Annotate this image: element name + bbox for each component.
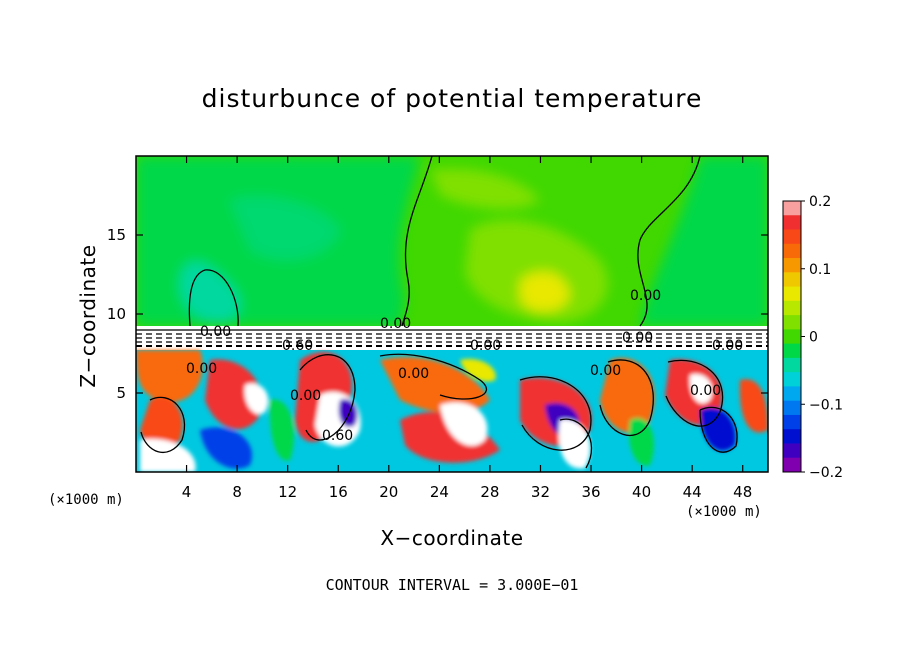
warm-eddy-8	[739, 379, 768, 433]
colorbar-swatch-7	[783, 300, 801, 316]
white-core-4	[558, 419, 591, 469]
x-tick-label-11: 48	[733, 483, 752, 501]
x-tick-label-5: 24	[430, 483, 449, 501]
warm-eddy-2	[140, 397, 183, 451]
contour-label-11: 0.00	[622, 330, 653, 346]
contour-lines	[136, 156, 768, 469]
cold-eddy-1	[700, 407, 736, 451]
colorbar-tick-label-3: −0.1	[809, 397, 843, 413]
x-unit-label-right: (×1000 m)	[686, 504, 762, 520]
contour-line-1	[401, 156, 433, 327]
contour-label-8: 0.00	[630, 288, 661, 304]
colorbar-tick-label-0: 0.2	[809, 194, 831, 210]
upper-warm-blob-2	[430, 168, 540, 210]
contour-label-12: 0.00	[200, 324, 231, 340]
contour-label-5: 0.60	[322, 428, 353, 444]
colorbar-swatch-4	[783, 258, 801, 273]
white-core-1	[244, 383, 269, 415]
warm-eddy-6	[600, 358, 655, 433]
colorbar-swatch-3	[783, 243, 801, 259]
upper-layer-blobs	[136, 156, 768, 326]
colorbar-swatch-9	[783, 329, 801, 345]
cold-eddy-2	[200, 427, 252, 469]
contour-line-10	[299, 354, 356, 441]
colorbar-swatch-5	[783, 272, 801, 288]
contour-label-0: 0.00	[380, 316, 411, 332]
x-tick-label-4: 20	[379, 483, 398, 501]
colorbar-swatch-6	[783, 286, 801, 302]
white-core-6	[140, 439, 196, 472]
white-core-5	[689, 374, 713, 404]
contour-line-11	[519, 376, 592, 451]
colorbar-swatch-11	[783, 357, 801, 373]
colorbar-tick-label-2: 0	[809, 330, 818, 346]
upper-cool-blob-2	[230, 196, 340, 261]
colorbar-swatch-8	[783, 315, 801, 330]
colorbar-swatch-16	[783, 429, 801, 444]
green-band-2	[628, 418, 654, 466]
warm-band-2	[400, 411, 500, 463]
chart-title: disturbunce of potential temperature	[201, 84, 703, 113]
colorbar-swatch-14	[783, 400, 801, 416]
x-tick-label-1: 8	[232, 483, 242, 501]
upper-cool-region-right	[640, 156, 768, 326]
x-tick-label-9: 40	[632, 483, 651, 501]
lower-layer-blobs	[136, 350, 768, 472]
contour-label-9: 0.00	[712, 338, 743, 354]
x-axis-ticks: 4 8 12 16 20 24 28 32 36 40 44 48	[182, 156, 752, 501]
field-layer	[136, 156, 768, 472]
colorbar-swatch-13	[783, 386, 801, 402]
contour-label-4: 0.00	[290, 388, 321, 404]
warm-eddy-3	[205, 359, 262, 430]
contour-label-7: 0.00	[590, 363, 621, 379]
x-tick-label-0: 4	[182, 483, 192, 501]
upper-warm-region	[465, 220, 608, 322]
colorbar-swatch-12	[783, 372, 801, 387]
contour-line-9	[379, 353, 488, 400]
colorbar-swatch-15	[783, 414, 801, 430]
y-tick-label-1: 10	[107, 305, 126, 323]
colorbar-swatch-17	[783, 443, 801, 459]
x-tick-label-6: 28	[480, 483, 499, 501]
contour-label-10: 0.00	[690, 383, 721, 399]
contour-line-16	[699, 406, 738, 453]
colorbar-tick-label-1: 0.1	[809, 262, 831, 278]
contour-interval-note: CONTOUR INTERVAL = 3.000E−01	[325, 576, 579, 594]
contour-labels: 0.00 0.60 0.00 0.00 0.00 0.60 0.00 0.00 0.00 0.00…	[186, 288, 743, 444]
y-tick-label-0: 5	[116, 384, 126, 402]
colorbar-swatch-10	[783, 343, 801, 359]
white-core-3	[440, 402, 488, 446]
contour-line-15	[559, 418, 593, 469]
colorbar-swatch-18	[783, 457, 801, 473]
upper-cool-blob	[179, 261, 240, 322]
contour-label-6: 0.00	[470, 338, 501, 354]
contour-label-2: 0.00	[398, 366, 429, 382]
colorbar-tick-label-4: −0.2	[809, 465, 843, 481]
contour-line-3	[188, 269, 239, 327]
x-tick-label-8: 36	[581, 483, 600, 501]
y-tick-label-2: 15	[107, 226, 126, 244]
x-tick-label-10: 44	[683, 483, 702, 501]
green-band-1	[269, 399, 294, 461]
upper-warm-core	[520, 271, 570, 312]
contour-label-3: 0.00	[186, 361, 217, 377]
contour-line-2	[637, 156, 701, 327]
contour-line-14	[140, 396, 186, 453]
contour-line-12	[599, 359, 654, 437]
warm-eddy-1	[136, 350, 203, 402]
x-tick-label-7: 32	[531, 483, 550, 501]
x-tick-label-3: 16	[329, 483, 348, 501]
contour-label-1: 0.60	[282, 338, 313, 354]
colorbar-swatch-2	[783, 229, 801, 245]
x-axis-label: X−coordinate	[380, 526, 524, 550]
x-unit-label-left: (×1000 m)	[48, 492, 124, 508]
y-axis-ticks: 5 10 15	[107, 226, 768, 402]
yellow-blob-1	[460, 358, 496, 382]
colorbar: 0.2 0.1 0 −0.1 −0.2	[782, 194, 843, 481]
contour-line-13	[665, 359, 724, 427]
colorbar-swatch-1	[783, 215, 801, 231]
colorbar-swatch-0	[783, 201, 801, 216]
x-tick-label-2: 12	[278, 483, 297, 501]
